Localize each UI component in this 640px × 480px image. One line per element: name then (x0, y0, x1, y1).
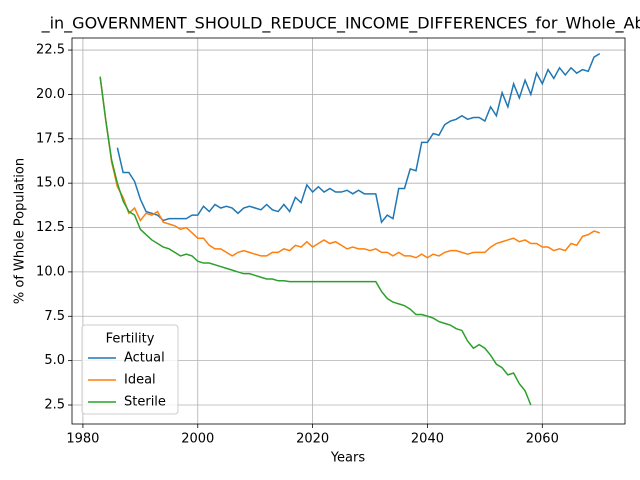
y-tick-label: 20.0 (36, 87, 65, 102)
legend-label: Actual (124, 351, 165, 366)
plot-frame (71, 37, 626, 425)
legend-box (81, 324, 179, 415)
y-axis-label: % of Whole Population (13, 158, 28, 304)
x-tick-label: 2000 (181, 432, 214, 447)
data-line (99, 76, 532, 406)
y-tick-label: 7.5 (44, 309, 65, 324)
x-tick-label: 2040 (411, 432, 444, 447)
y-tick-label: 22.5 (36, 43, 65, 58)
y-tick-label: 15.0 (36, 176, 65, 191)
data-line (116, 52, 601, 224)
y-tick-label: 12.5 (36, 220, 65, 235)
legend-title: Fertility (106, 332, 155, 347)
data-line (99, 76, 600, 259)
y-tick-label: 2.5 (44, 398, 65, 413)
y-tick-label: 5.0 (44, 353, 65, 368)
legend-label: Sterile (124, 395, 166, 410)
x-tick-label: 1980 (66, 432, 99, 447)
x-tick-label: 2060 (526, 432, 559, 447)
x-tick-label: 2020 (296, 432, 329, 447)
y-tick-label: 10.0 (36, 264, 65, 279)
legend-label: Ideal (124, 373, 156, 388)
x-axis-label: Years (330, 451, 366, 466)
y-tick-label: 17.5 (36, 131, 65, 146)
chart-title: _in_GOVERNMENT_SHOULD_REDUCE_INCOME_DIFF… (41, 14, 640, 34)
